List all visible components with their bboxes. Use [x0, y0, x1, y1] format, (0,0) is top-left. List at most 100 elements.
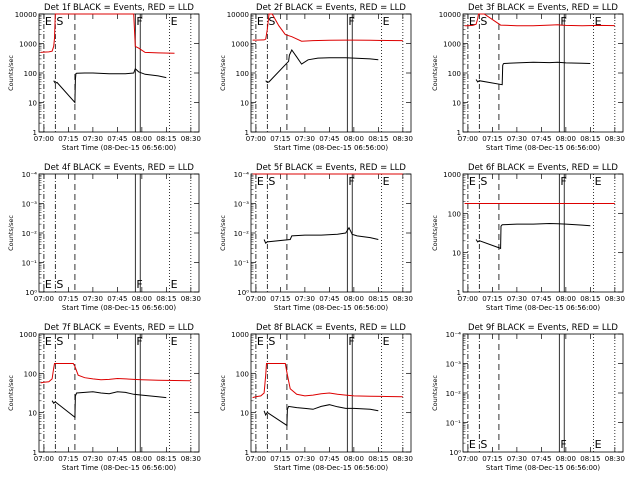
- marker-label-e: E: [469, 15, 476, 28]
- panel-2: Det 2f BLACK = Events, RED = LLD 1 10 100 10…: [219, 3, 413, 152]
- x-tick-label: 07:30: [83, 455, 103, 463]
- x-tick-label: 08:00: [556, 455, 576, 463]
- y-tick-label: 1000: [231, 41, 249, 49]
- marker-label-e-end: E: [383, 335, 390, 348]
- y-tick-label: 10⁻²: [234, 230, 250, 238]
- x-tick-label: 07:15: [58, 135, 78, 143]
- marker-label-e: E: [469, 175, 476, 188]
- panel-5: Det 5f BLACK = Events, RED = LLD 10⁰ 10⁻¹ 1…: [219, 163, 413, 312]
- x-tick-label: 07:00: [246, 455, 266, 463]
- x-tick-label: 08:30: [605, 455, 625, 463]
- x-tick-label: 07:30: [295, 135, 315, 143]
- y-tick-label: 1: [245, 449, 249, 457]
- series-line-events: [263, 404, 379, 427]
- x-axis-label: Start Time (08-Dec-15 06:56:00): [274, 304, 388, 312]
- panel-title: Det 6f BLACK = Events, RED = LLD: [468, 163, 618, 173]
- x-axis-label: Start Time (08-Dec-15 06:56:00): [486, 144, 600, 152]
- x-tick-label: 08:15: [580, 135, 600, 143]
- y-tick-label: 10⁻⁴: [22, 171, 38, 179]
- marker-label-s: S: [56, 15, 63, 28]
- x-tick-label: 08:00: [344, 135, 364, 143]
- x-tick-label: 08:15: [580, 455, 600, 463]
- x-tick-label: 08:30: [181, 455, 201, 463]
- x-tick-label: 07:15: [482, 455, 502, 463]
- panel-title: Det 5f BLACK = Events, RED = LLD: [256, 163, 406, 173]
- x-tick-label: 07:15: [270, 455, 290, 463]
- x-tick-label: 07:30: [507, 295, 527, 303]
- panel-title: Det 4f BLACK = Events, RED = LLD: [44, 163, 194, 173]
- plot-frame: [462, 173, 624, 293]
- x-tick-label: 07:15: [482, 135, 502, 143]
- marker-label-e: E: [257, 335, 264, 348]
- x-axis-label: Start Time (08-Dec-15 06:56:00): [274, 144, 388, 152]
- series-line-events: [475, 61, 591, 86]
- x-tick-label: 08:00: [132, 455, 152, 463]
- plot-frame: [38, 333, 200, 453]
- x-tick-label: 07:30: [507, 455, 527, 463]
- y-tick-label: 10⁻³: [234, 201, 250, 209]
- marker-label-f: F: [136, 278, 142, 291]
- y-tick-label: 100: [236, 370, 249, 378]
- y-tick-label: 10: [240, 410, 249, 418]
- x-tick-label: 08:15: [368, 455, 388, 463]
- marker-label-s: S: [268, 175, 275, 188]
- x-tick-label: 07:00: [34, 295, 54, 303]
- plot-frame: [462, 333, 624, 453]
- y-tick-label: 10⁻²: [446, 390, 462, 398]
- x-tick-label: 07:45: [319, 295, 339, 303]
- x-tick-label: 07:15: [58, 455, 78, 463]
- marker-label-e: E: [257, 175, 264, 188]
- y-tick-label: 10⁻¹: [22, 260, 38, 268]
- marker-label-f: F: [560, 438, 566, 451]
- x-tick-label: 07:45: [107, 295, 127, 303]
- series-line-lld: [40, 13, 175, 54]
- marker-label-e-end: E: [595, 438, 602, 451]
- x-tick-label: 08:15: [580, 295, 600, 303]
- y-axis-label: Counts/sec: [7, 375, 15, 411]
- panel-3: Det 3f BLACK = Events, RED = LLD 1 10 100 10…: [431, 3, 625, 152]
- x-tick-label: 08:30: [605, 295, 625, 303]
- x-tick-label: 08:00: [556, 295, 576, 303]
- marker-label-e: E: [45, 15, 52, 28]
- marker-label-f: F: [348, 15, 354, 28]
- panel-title: Det 2f BLACK = Events, RED = LLD: [256, 3, 406, 13]
- x-tick-label: 07:15: [58, 295, 78, 303]
- y-tick-label: 10⁰: [237, 289, 249, 297]
- x-axis-label: Start Time (08-Dec-15 06:56:00): [62, 144, 176, 152]
- y-tick-label: 1000: [19, 331, 37, 339]
- x-tick-label: 07:15: [482, 295, 502, 303]
- marker-label-s: S: [480, 175, 487, 188]
- y-tick-label: 10⁻⁴: [446, 331, 462, 339]
- marker-label-s: S: [56, 335, 63, 348]
- x-tick-label: 07:30: [507, 135, 527, 143]
- y-tick-label: 1000: [231, 331, 249, 339]
- marker-label-f: F: [136, 15, 142, 28]
- panel-title: Det 7f BLACK = Events, RED = LLD: [44, 323, 194, 333]
- x-tick-label: 07:00: [246, 295, 266, 303]
- y-tick-label: 10⁻¹: [446, 420, 462, 428]
- marker-label-f: F: [560, 175, 566, 188]
- y-tick-label: 10⁰: [449, 449, 461, 457]
- y-tick-label: 10⁻²: [22, 230, 38, 238]
- x-tick-label: 07:45: [531, 135, 551, 143]
- marker-label-e-end: E: [383, 15, 390, 28]
- marker-label-e: E: [45, 278, 52, 291]
- plot-frame: [462, 13, 624, 133]
- y-tick-label: 100: [24, 70, 37, 78]
- panel-8: Det 8f BLACK = Events, RED = LLD 1 10 100 10…: [219, 323, 413, 472]
- marker-label-e-end: E: [171, 278, 178, 291]
- plot-frame: [38, 173, 200, 293]
- marker-label-f: F: [136, 335, 142, 348]
- x-axis-label: Start Time (08-Dec-15 06:56:00): [62, 464, 176, 472]
- x-tick-label: 07:45: [107, 455, 127, 463]
- y-tick-label: 10: [240, 100, 249, 108]
- x-tick-label: 07:30: [83, 295, 103, 303]
- x-tick-label: 07:45: [319, 455, 339, 463]
- x-tick-label: 08:30: [393, 455, 413, 463]
- x-tick-label: 07:45: [531, 455, 551, 463]
- marker-label-s: S: [480, 438, 487, 451]
- y-tick-label: 1: [457, 289, 461, 297]
- marker-label-f: F: [560, 15, 566, 28]
- x-tick-label: 08:00: [344, 295, 364, 303]
